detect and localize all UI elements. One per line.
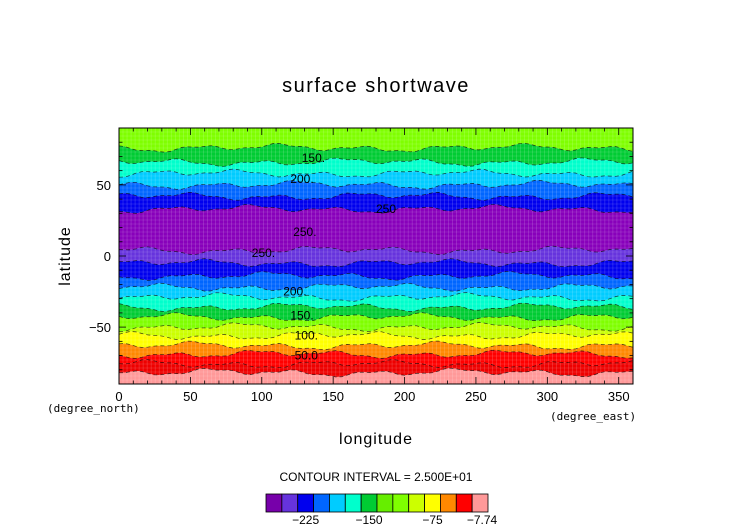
y-axis-label: latitude xyxy=(57,226,74,286)
x-tick-label: 250 xyxy=(465,389,487,404)
colorbar-labels: −225 −150 −75 −7.74 xyxy=(292,513,497,527)
colorbar-swatch xyxy=(376,493,394,513)
contour-label: 200. xyxy=(283,285,306,299)
heatmap-band xyxy=(119,271,633,292)
heatmap-band xyxy=(119,157,633,178)
y-tick-label: −50 xyxy=(89,320,111,335)
contour-label: 150. xyxy=(290,309,313,323)
colorbar-swatch xyxy=(344,493,362,513)
contour-interval: CONTOUR INTERVAL = 2.500E+01 xyxy=(280,470,473,484)
heatmap-band xyxy=(119,283,633,302)
colorbar-label: −150 xyxy=(356,513,383,527)
chart-title: surface shortwave xyxy=(282,75,470,97)
heatmap-band xyxy=(119,246,633,267)
contour-line xyxy=(118,367,634,378)
y-tick-label: 50 xyxy=(97,178,111,193)
heatmap-band xyxy=(119,331,633,350)
heatmap-band xyxy=(119,292,633,312)
plot-area: 150. 200. 250 250. 250. 200. 150. 100. 50.0 xyxy=(118,127,634,385)
contour-label: 150. xyxy=(302,151,325,165)
contour-line xyxy=(118,157,634,167)
heatmap-band xyxy=(119,180,633,201)
heatmap-band xyxy=(119,204,633,255)
heatmap-band xyxy=(119,359,633,377)
colorbar-swatch xyxy=(455,493,473,513)
heatmap-band xyxy=(119,143,633,167)
x-tick-label: 300 xyxy=(536,389,558,404)
contour-label: 50.0 xyxy=(295,349,319,363)
contour-line xyxy=(118,179,634,190)
contour-label: 200. xyxy=(290,172,313,186)
contour-label: 250. xyxy=(293,225,316,239)
colorbar-swatch xyxy=(265,493,283,513)
contour-line xyxy=(118,282,634,292)
colorbar-swatch xyxy=(408,493,425,513)
contour-line xyxy=(118,302,634,312)
contour-line xyxy=(118,292,634,302)
x-axis-unit: (degree_east) xyxy=(550,410,636,423)
colorbar-swatch xyxy=(313,493,330,513)
contour-line xyxy=(118,312,634,322)
contour-labels: 150. 200. 250 250. 250. 200. 150. 100. 50.0 xyxy=(252,151,397,363)
contour-line xyxy=(118,359,634,369)
colorbar-swatch xyxy=(424,493,441,513)
contour-line xyxy=(118,142,634,153)
x-tick-label: 350 xyxy=(608,389,630,404)
contour-label: 100. xyxy=(295,329,318,343)
x-axis-ticks: 0 50 100 150 200 250 300 350 xyxy=(115,128,634,404)
y-tick-label: 0 xyxy=(104,249,111,264)
contour-line xyxy=(118,349,634,359)
heatmap-bands xyxy=(119,128,633,384)
heatmap-band xyxy=(119,192,633,214)
colorbar-label: −225 xyxy=(292,513,319,527)
contour-line xyxy=(118,322,634,333)
colorbar xyxy=(265,493,489,513)
contour-lines xyxy=(118,142,634,378)
x-axis-label: longitude xyxy=(339,431,413,448)
x-tick-label: 100 xyxy=(251,389,273,404)
heatmap-band xyxy=(119,303,633,321)
x-tick-label: 50 xyxy=(183,389,197,404)
heatmap-band xyxy=(119,258,633,281)
heatmap-band xyxy=(119,350,633,368)
colorbar-label: −75 xyxy=(422,513,443,527)
contour-line xyxy=(118,270,634,281)
heatmap-band xyxy=(119,341,633,359)
y-axis-unit: (degree_north) xyxy=(47,402,140,415)
heatmap-band xyxy=(119,128,633,153)
colorbar-swatch xyxy=(392,493,410,513)
heatmap-band xyxy=(119,368,633,384)
contour-line xyxy=(118,340,634,351)
contour-label: 250. xyxy=(252,246,275,260)
x-tick-label: 0 xyxy=(115,389,122,404)
x-tick-label: 150 xyxy=(322,389,344,404)
colorbar-swatch xyxy=(471,493,489,513)
heatmap-band xyxy=(119,322,633,340)
y-axis-ticks: 50 0 −50 xyxy=(89,127,633,385)
colorbar-swatch xyxy=(281,493,299,513)
colorbar-swatch xyxy=(360,493,378,513)
heatmap-band xyxy=(119,312,633,332)
colorbar-swatch xyxy=(440,493,457,513)
colorbar-swatch xyxy=(297,493,314,513)
contour-line xyxy=(118,258,634,268)
heatmap-band xyxy=(119,169,633,190)
x-tick-label: 200 xyxy=(394,389,416,404)
colorbar-label: −7.74 xyxy=(467,513,498,527)
contour-line xyxy=(118,331,634,340)
contour-line xyxy=(118,168,634,178)
colorbar-swatch xyxy=(329,493,346,513)
contour-line xyxy=(118,204,634,214)
contour-label: 250 xyxy=(376,202,396,216)
contour-line xyxy=(118,245,634,256)
contour-line xyxy=(118,191,634,201)
cell-grid xyxy=(118,127,634,385)
